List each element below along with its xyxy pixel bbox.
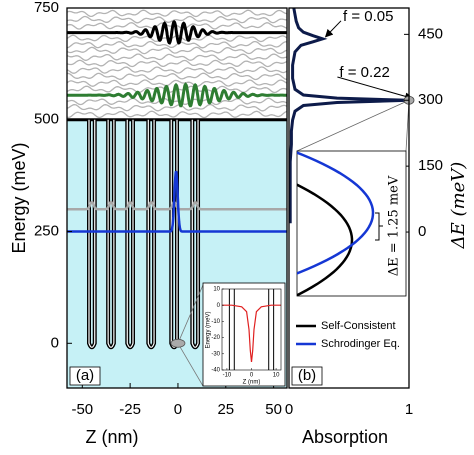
x-axis-label: Absorption — [302, 427, 388, 447]
panel-label-box — [291, 366, 323, 386]
inset-box — [202, 282, 286, 387]
quantum-well-core — [88, 119, 96, 348]
continuum-state — [67, 15, 287, 24]
panel-frame — [66, 7, 288, 389]
y-tick-label: 0 — [51, 334, 59, 351]
connector — [177, 343, 204, 387]
y-tick-label: 250 — [34, 222, 59, 239]
annotation: f = 0.22 — [339, 64, 389, 81]
inset-y-label: Energy (meV) — [206, 311, 212, 348]
wavefunction — [67, 82, 287, 108]
continuum-state — [67, 9, 287, 18]
inset-curve — [222, 304, 281, 362]
x-axis-label: Z (nm) — [86, 427, 139, 447]
y-axis-label: Energy (meV) — [9, 142, 29, 253]
y2-tick-label: 450 — [418, 25, 443, 42]
legend-label: Schrodinger Eq. — [321, 338, 400, 350]
wavefunction — [67, 20, 287, 45]
annotation-arrow — [324, 20, 342, 38]
continuum-state — [67, 97, 287, 106]
crossing-curve — [297, 151, 375, 275]
panel-frame — [288, 7, 410, 389]
continuum-state — [67, 79, 287, 87]
annotation-arrow — [337, 76, 413, 101]
connector — [296, 99, 410, 152]
absorption-line — [288, 7, 410, 224]
x-tick-label: -50 — [71, 401, 93, 418]
inset-y-tick-label: -40 — [211, 368, 220, 374]
quantum-well-core — [107, 119, 115, 348]
x-tick-label: -25 — [119, 401, 141, 418]
quantum-well-core — [126, 119, 134, 348]
y2-tick-label: 150 — [418, 157, 443, 174]
panel-label: (a) — [76, 367, 94, 384]
legend-label: Self-Consistent — [321, 320, 396, 332]
y2-tick-label: 300 — [418, 91, 443, 108]
zoom-marker — [170, 338, 186, 348]
inset-y-tick-label: 0 — [217, 303, 221, 309]
inset-box — [296, 150, 407, 297]
wavefunction — [67, 170, 287, 233]
quantum-well-core — [147, 119, 155, 348]
inset-x-tick-label: -10 — [223, 373, 232, 379]
x-tick-label: 25 — [217, 401, 234, 418]
annotation: f = 0.05 — [343, 8, 393, 25]
inset-y-tick-label: -10 — [211, 319, 220, 325]
continuum-state — [67, 46, 287, 55]
x-tick-label: 50 — [265, 401, 282, 418]
inset-x-tick-label: 10 — [273, 373, 280, 379]
connector — [177, 284, 204, 344]
gap-label: ΔE = 1.25 meV — [387, 175, 402, 276]
x-tick-label: 0 — [174, 401, 182, 418]
y-tick-label: 500 — [34, 111, 59, 128]
continuum-state — [67, 66, 287, 74]
y2-tick-label: 0 — [418, 223, 426, 240]
x-tick-label: 0 — [285, 401, 293, 418]
continuum-state — [67, 40, 287, 49]
inset-y-tick-label: -30 — [211, 351, 220, 357]
inset-frame — [221, 288, 282, 371]
y-tick-label: 750 — [34, 0, 59, 16]
panel-label-box — [69, 366, 101, 386]
gap-bracket — [375, 212, 383, 241]
quantum-well-core — [191, 119, 199, 348]
continuum-state — [67, 110, 287, 119]
inset-x-label: Z (nm) — [243, 380, 261, 386]
continuum-state — [67, 103, 287, 112]
inset-x-tick-label: 0 — [250, 373, 254, 379]
continuum-state — [67, 59, 287, 68]
x-tick-label: 1 — [405, 401, 413, 418]
inset-y-tick-label: 10 — [213, 287, 220, 293]
panel-label: (b) — [298, 367, 316, 384]
crossing-curve — [297, 183, 354, 296]
continuum-state — [67, 72, 287, 81]
continuum-state — [67, 53, 287, 61]
inset-y-tick-label: -20 — [211, 335, 220, 341]
y2-axis-label: ΔE (meV) — [448, 162, 469, 250]
